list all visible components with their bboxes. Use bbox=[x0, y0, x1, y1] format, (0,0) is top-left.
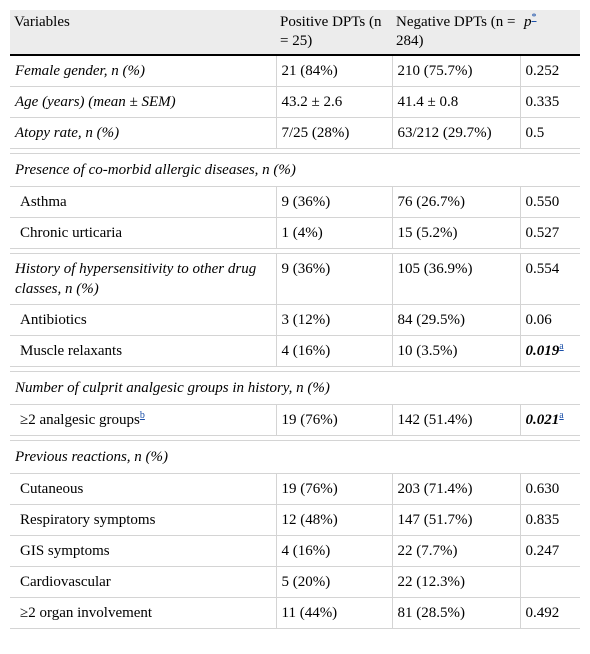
row-positive: 9 (36%) bbox=[276, 253, 393, 305]
row-positive: 9 (36%) bbox=[276, 186, 393, 218]
section-row: Previous reactions, n (%) bbox=[10, 440, 580, 474]
table-row: Antibiotics 3 (12%) 84 (29.5%) 0.06 bbox=[10, 304, 580, 336]
section-comorbid-title: Presence of co-morbid allergic diseases,… bbox=[10, 153, 580, 187]
row-positive: 19 (76%) bbox=[276, 473, 393, 505]
table-row: History of hypersensitivity to other dru… bbox=[10, 253, 580, 305]
row-variable: Chronic urticaria bbox=[10, 217, 277, 249]
row-positive: 1 (4%) bbox=[276, 217, 393, 249]
row-p: 0.021a bbox=[520, 404, 580, 436]
row-p: 0.550 bbox=[520, 186, 580, 218]
row-variable: Asthma bbox=[10, 186, 277, 218]
section-previous-title: Previous reactions, n (%) bbox=[10, 440, 580, 474]
significant-p-value: 0.021 bbox=[525, 412, 560, 428]
row-variable: Respiratory symptoms bbox=[10, 504, 277, 536]
row-variable-text: ≥2 analgesic groups bbox=[20, 412, 140, 428]
header-p-value: p* bbox=[520, 10, 580, 56]
row-p: 0.554 bbox=[520, 253, 580, 305]
row-negative: 147 (51.7%) bbox=[392, 504, 521, 536]
row-variable: GIS symptoms bbox=[10, 535, 277, 567]
row-p: 0.492 bbox=[520, 597, 580, 629]
table-row: Asthma 9 (36%) 76 (26.7%) 0.550 bbox=[10, 186, 580, 218]
header-p-label: p bbox=[524, 14, 532, 30]
table-row: ≥2 organ involvement 11 (44%) 81 (28.5%)… bbox=[10, 597, 580, 629]
spacer-row bbox=[10, 148, 580, 154]
row-positive: 7/25 (28%) bbox=[276, 117, 393, 149]
significant-p-value: 0.019 bbox=[525, 343, 560, 359]
row-variable: Cardiovascular bbox=[10, 566, 277, 598]
spacer-row bbox=[10, 248, 580, 254]
row-positive: 43.2 ± 2.6 bbox=[276, 86, 393, 118]
table-row: Muscle relaxants 4 (16%) 10 (3.5%) 0.019… bbox=[10, 335, 580, 367]
row-variable: Antibiotics bbox=[10, 304, 277, 336]
row-positive: 3 (12%) bbox=[276, 304, 393, 336]
table-row: Chronic urticaria 1 (4%) 15 (5.2%) 0.527 bbox=[10, 217, 580, 249]
spacer-row bbox=[10, 366, 580, 372]
row-p: 0.630 bbox=[520, 473, 580, 505]
row-negative: 84 (29.5%) bbox=[392, 304, 521, 336]
row-positive: 21 (84%) bbox=[276, 55, 393, 87]
row-negative: 15 (5.2%) bbox=[392, 217, 521, 249]
row-p: 0.835 bbox=[520, 504, 580, 536]
section-row: Presence of co-morbid allergic diseases,… bbox=[10, 153, 580, 187]
table-row: Cardiovascular 5 (20%) 22 (12.3%) bbox=[10, 566, 580, 598]
row-negative: 210 (75.7%) bbox=[392, 55, 521, 87]
row-positive: 4 (16%) bbox=[276, 335, 393, 367]
table-container: Variables Positive DPTs (n = 25) Negativ… bbox=[10, 10, 580, 629]
table-row: Age (years) (mean ± SEM) 43.2 ± 2.6 41.4… bbox=[10, 86, 580, 118]
table-row: Atopy rate, n (%) 7/25 (28%) 63/212 (29.… bbox=[10, 117, 580, 149]
table-row: Female gender, n (%) 21 (84%) 210 (75.7%… bbox=[10, 55, 580, 87]
row-variable: Cutaneous bbox=[10, 473, 277, 505]
section-history-title: History of hypersensitivity to other dru… bbox=[10, 253, 277, 305]
row-negative: 142 (51.4%) bbox=[392, 404, 521, 436]
row-variable: Muscle relaxants bbox=[10, 335, 277, 367]
row-negative: 63/212 (29.7%) bbox=[392, 117, 521, 149]
section-culprit-title: Number of culprit analgesic groups in hi… bbox=[10, 371, 580, 405]
footnote-a-link[interactable]: a bbox=[559, 341, 564, 352]
row-p: 0.335 bbox=[520, 86, 580, 118]
row-variable: ≥2 organ involvement bbox=[10, 597, 277, 629]
row-negative: 22 (7.7%) bbox=[392, 535, 521, 567]
table-row: GIS symptoms 4 (16%) 22 (7.7%) 0.247 bbox=[10, 535, 580, 567]
footnote-star-link[interactable]: * bbox=[531, 12, 537, 23]
row-positive: 11 (44%) bbox=[276, 597, 393, 629]
row-negative: 81 (28.5%) bbox=[392, 597, 521, 629]
row-p: 0.527 bbox=[520, 217, 580, 249]
row-negative: 10 (3.5%) bbox=[392, 335, 521, 367]
row-negative: 41.4 ± 0.8 bbox=[392, 86, 521, 118]
table-row: ≥2 analgesic groupsb 19 (76%) 142 (51.4%… bbox=[10, 404, 580, 436]
row-positive: 5 (20%) bbox=[276, 566, 393, 598]
row-p: 0.019a bbox=[520, 335, 580, 367]
section-row: Number of culprit analgesic groups in hi… bbox=[10, 371, 580, 405]
row-variable: Female gender, n (%) bbox=[10, 55, 277, 87]
header-positive-dpts: Positive DPTs (n = 25) bbox=[276, 10, 392, 56]
row-negative: 76 (26.7%) bbox=[392, 186, 521, 218]
row-variable: ≥2 analgesic groupsb bbox=[10, 404, 277, 436]
row-p bbox=[520, 566, 580, 598]
row-negative: 203 (71.4%) bbox=[392, 473, 521, 505]
table-header-row: Variables Positive DPTs (n = 25) Negativ… bbox=[10, 10, 580, 56]
row-negative: 22 (12.3%) bbox=[392, 566, 521, 598]
row-positive: 4 (16%) bbox=[276, 535, 393, 567]
row-positive: 19 (76%) bbox=[276, 404, 393, 436]
row-variable: Age (years) (mean ± SEM) bbox=[10, 86, 277, 118]
spacer-row bbox=[10, 435, 580, 441]
table-row: Cutaneous 19 (76%) 203 (71.4%) 0.630 bbox=[10, 473, 580, 505]
comparison-table: Variables Positive DPTs (n = 25) Negativ… bbox=[10, 10, 580, 629]
row-p: 0.247 bbox=[520, 535, 580, 567]
header-variables: Variables bbox=[10, 10, 276, 56]
row-variable: Atopy rate, n (%) bbox=[10, 117, 277, 149]
footnote-b-link[interactable]: b bbox=[139, 410, 145, 421]
table-row: Respiratory symptoms 12 (48%) 147 (51.7%… bbox=[10, 504, 580, 536]
row-p: 0.252 bbox=[520, 55, 580, 87]
row-p: 0.06 bbox=[520, 304, 580, 336]
row-p: 0.5 bbox=[520, 117, 580, 149]
row-negative: 105 (36.9%) bbox=[392, 253, 521, 305]
row-positive: 12 (48%) bbox=[276, 504, 393, 536]
footnote-a-link[interactable]: a bbox=[559, 410, 564, 421]
header-negative-dpts: Negative DPTs (n = 284) bbox=[392, 10, 520, 56]
